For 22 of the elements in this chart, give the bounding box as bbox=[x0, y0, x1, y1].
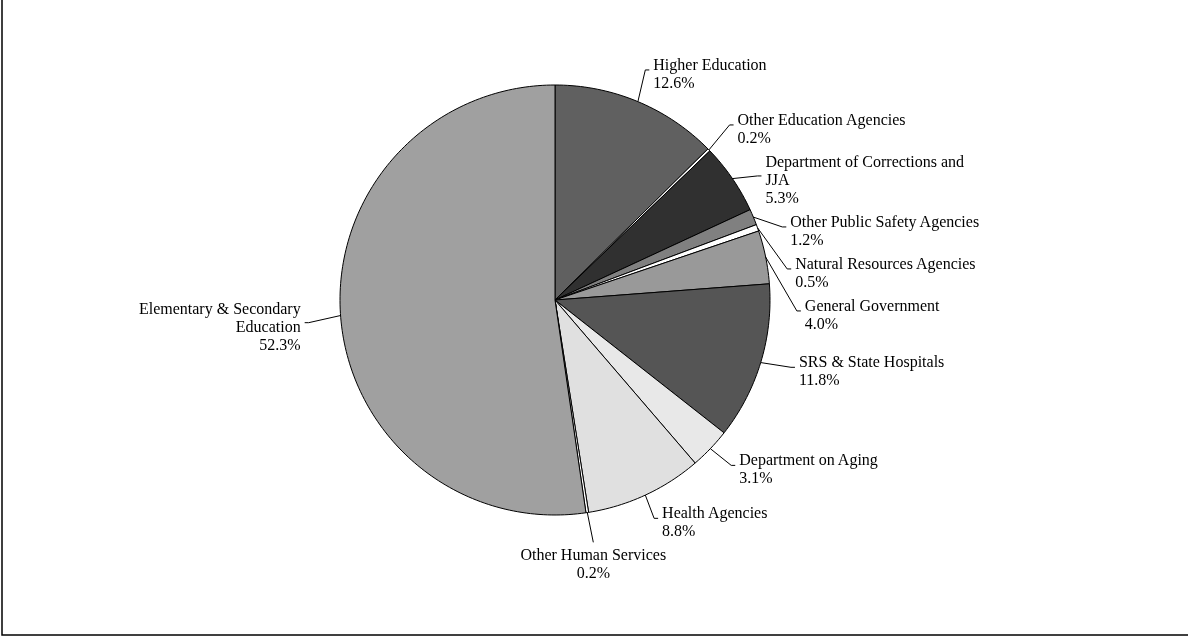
data-label: 1.2% bbox=[790, 230, 824, 248]
slice-label: Department on Aging bbox=[739, 451, 878, 470]
data-label: 11.8% bbox=[798, 371, 840, 389]
slice-label: Elementary & Secondary Education bbox=[138, 299, 301, 335]
slice-label: Other Human Services bbox=[520, 546, 667, 564]
slice-label: Health Agencies bbox=[662, 504, 768, 523]
data-label: 4.0% bbox=[804, 314, 839, 332]
data-label: 0.2% bbox=[576, 564, 610, 582]
data-label: 8.8% bbox=[662, 522, 696, 540]
data-label: 52.3% bbox=[259, 335, 301, 353]
slice-label: Other Education Agencies bbox=[737, 110, 906, 129]
slice-label: Natural Resources Agencies bbox=[795, 254, 976, 273]
data-label: 3.1% bbox=[739, 469, 773, 487]
slice-label: General Government bbox=[804, 296, 941, 314]
slice-label: Higher Education bbox=[653, 55, 767, 74]
data-label: 5.3% bbox=[765, 188, 799, 206]
slice-label: Department of Corrections and JJA bbox=[765, 152, 965, 188]
slice-label: SRS & State Hospitals bbox=[798, 353, 945, 372]
data-label: 0.2% bbox=[737, 128, 771, 146]
slice-label: Other Public Safety Agencies bbox=[790, 212, 980, 231]
data-label: 12.6% bbox=[653, 73, 695, 91]
data-label: 0.5% bbox=[795, 272, 829, 290]
